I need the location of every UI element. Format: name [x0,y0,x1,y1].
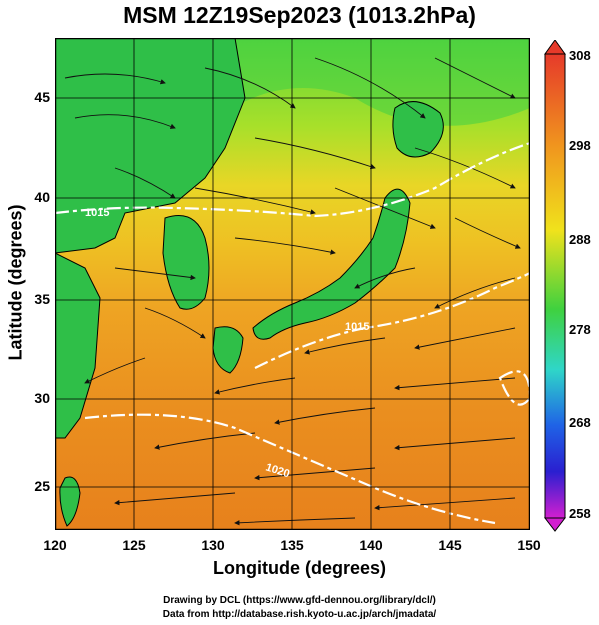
y-tick-25: 25 [34,478,50,494]
colorbar-top-arrow [544,40,566,55]
honshu-island [252,188,411,340]
x-tick-135: 135 [280,537,304,553]
y-tick-30: 30 [34,390,50,406]
isobar-1015-south [254,272,530,369]
x-tick-150: 150 [517,537,541,553]
contour-label-1015-south: 1015 [345,321,369,333]
korea-peninsula [162,215,210,310]
x-tick-140: 140 [359,537,383,553]
x-tick-145: 145 [438,537,462,553]
contour-label-1015-north: 1015 [85,207,109,219]
kyushu-island [212,326,244,374]
taiwan-island [59,476,81,527]
colorbar-tick-298: 298 [569,138,591,153]
credit-data-source: Data from http://database.rish.kyoto-u.a… [162,609,437,620]
isobar-1020 [84,413,496,525]
x-tick-130: 130 [201,537,225,553]
x-axis-label: Longitude (degrees) [212,558,386,578]
colorbar [544,40,566,532]
y-tick-45: 45 [34,89,50,105]
graticule [55,38,530,530]
figure-title: MSM 12Z19Sep2023 (1013.2hPa) [123,2,476,28]
y-tick-40: 40 [34,189,50,205]
landmasses [55,38,444,527]
isobars [55,141,530,525]
credit-drawing: Drawing by DCL (https://www.gfd-dennou.o… [163,595,436,606]
colorbar-tick-278: 278 [569,322,591,337]
continent-asia [55,38,246,254]
colorbar-tick-308: 308 [569,48,591,63]
colorbar-bottom-arrow [544,517,566,532]
colorbar-tick-288: 288 [569,232,591,247]
map-plot-area: 1015 1020 1015 [55,38,530,530]
plot-frame [55,38,530,530]
wind-streamlines [64,57,521,526]
colorbar-tick-268: 268 [569,415,591,430]
isobar-high [498,370,530,406]
colorbar-gradient [544,53,566,519]
colorbar-tick-258: 258 [569,506,591,521]
x-tick-125: 125 [122,537,146,553]
map-svg: 1015 1020 1015 [55,38,530,530]
x-tick-120: 120 [43,537,67,553]
y-tick-35: 35 [34,291,50,307]
china-coast [55,252,101,439]
y-axis-label: Latitude (degrees) [5,204,26,361]
isobar-1015-north [55,141,530,218]
